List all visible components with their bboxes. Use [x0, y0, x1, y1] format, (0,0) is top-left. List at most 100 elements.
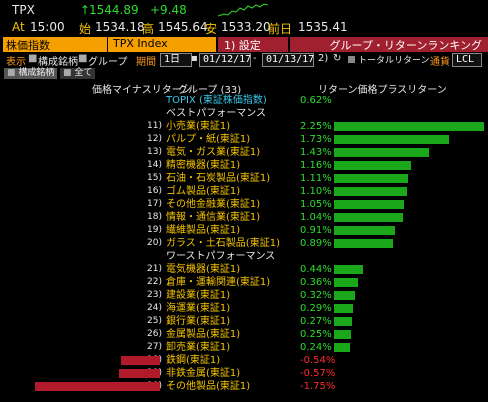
total-return-checkbox[interactable]	[348, 56, 355, 63]
date-separator: -	[253, 53, 257, 64]
positive-return-header[interactable]: リターン価格プラスリターン	[318, 85, 447, 96]
row-return-value: 1.16%	[300, 160, 332, 171]
column-header: 価格マイナスリターン グループ (33) リターン価格プラスリターン	[0, 80, 488, 96]
refresh-icon[interactable]: ↻	[333, 53, 342, 64]
table-row[interactable]: 13) 電気・ガス業(東証1) 1.43%	[0, 146, 488, 159]
table-row[interactable]: 12) パルプ・紙(東証1) 1.73%	[0, 133, 488, 146]
settings-button[interactable]: 1) 設定	[218, 37, 288, 52]
display-dropdown[interactable]: 構成銘柄	[38, 57, 78, 68]
table-row[interactable]: 18) 情報・通信業(東証1) 1.04%	[0, 211, 488, 224]
tab-label: 構成銘柄	[18, 68, 55, 78]
quote-header: TPX ↑ 1544.89 +9.48 At 15:00 始 1534.18 高…	[0, 0, 488, 36]
row-group-name: 情報・通信業(東証1)	[166, 212, 261, 223]
time-label: At	[12, 20, 25, 34]
row-rank: 11)	[147, 121, 162, 131]
row-return-value: -1.75%	[300, 381, 336, 392]
tab-all[interactable]: ■ 全て	[60, 68, 96, 79]
row-group-name: 小売業(東証1)	[166, 121, 231, 132]
row-group-name: パルプ・紙(東証1)	[166, 134, 251, 145]
prev-close-label: 前日	[268, 22, 293, 36]
security-field[interactable]: TPX Index	[108, 37, 216, 52]
row-return-value: 0.32%	[300, 290, 332, 301]
currency-select[interactable]: LCL	[452, 53, 482, 67]
period-select[interactable]: 1日	[160, 53, 192, 67]
row-group-name: その他製品(東証1)	[166, 381, 251, 392]
date-from-input[interactable]: 01/12/17	[199, 53, 251, 67]
worst-section-row: ワーストパフォーマンス	[0, 250, 488, 263]
benchmark-row[interactable]: TOPIX (東証株価指数) 0.62%	[0, 94, 488, 107]
row-return-value: 1.73%	[300, 134, 332, 145]
display-icon[interactable]: ■	[28, 53, 38, 64]
table-row[interactable]: 26) 金属製品(東証1) 0.25%	[0, 328, 488, 341]
table-row[interactable]: 15) 石油・石炭製品(東証1) 1.11%	[0, 172, 488, 185]
table-row[interactable]: 30)その他製品(東証1)-1.75%	[0, 380, 488, 393]
positive-return-bar	[334, 148, 429, 157]
row-group-name: 鉄鋼(東証1)	[166, 355, 221, 366]
table-row[interactable]: 28)鉄鋼(東証1)-0.54%	[0, 354, 488, 367]
low-label: 安	[205, 22, 218, 36]
row-return-value: -0.57%	[300, 368, 336, 379]
row-group-name: 卸売業(東証1)	[166, 342, 231, 353]
high-label: 高	[142, 22, 155, 36]
row-return-value: 1.10%	[300, 186, 332, 197]
row-return-value: 0.44%	[300, 264, 332, 275]
table-row[interactable]: 22) 倉庫・運輸関連(東証1) 0.36%	[0, 276, 488, 289]
row-group-name: 非鉄金属(東証1)	[166, 368, 241, 379]
prev-close-value: 1535.41	[298, 20, 348, 34]
table-row[interactable]: 14) 精密機器(東証1) 1.16%	[0, 159, 488, 172]
group-dropdown[interactable]: グループ	[88, 57, 128, 68]
row-return-value: 1.43%	[300, 147, 332, 158]
row-rank: 24)	[147, 303, 162, 313]
positive-return-bar	[334, 317, 352, 326]
table-row[interactable]: 21) 電気機器(東証1) 0.44%	[0, 263, 488, 276]
row-return-value: 1.05%	[300, 199, 332, 210]
positive-return-bar	[334, 304, 353, 313]
positive-return-bar	[334, 343, 350, 352]
table-row[interactable]: 29)非鉄金属(東証1)-0.57%	[0, 367, 488, 380]
screen-title: グループ・リターンランキング	[290, 37, 488, 52]
row-return-value: 0.36%	[300, 277, 332, 288]
best-section-label: ベストパフォーマンス	[166, 108, 266, 119]
group-icon[interactable]: ■	[78, 53, 88, 64]
table-row[interactable]: 24) 海運業(東証1) 0.29%	[0, 302, 488, 315]
positive-return-bar	[334, 226, 395, 235]
row-return-value: 0.89%	[300, 238, 332, 249]
title-bar: 株価指数 TPX Index 1) 設定 グループ・リターンランキング	[0, 37, 488, 52]
positive-return-bar	[334, 200, 404, 209]
last-price: 1544.89	[89, 3, 139, 17]
group-header[interactable]: グループ (33)	[178, 85, 242, 96]
best-section-row: ベストパフォーマンス	[0, 107, 488, 120]
negative-return-header[interactable]: 価格マイナスリターン	[92, 85, 192, 96]
ticker-symbol: TPX	[12, 3, 35, 17]
row-rank: 12)	[147, 134, 162, 144]
up-arrow-icon: ↑	[80, 3, 91, 17]
table-row[interactable]: 17) その他金融業(東証1) 1.05%	[0, 198, 488, 211]
table-row[interactable]: 25) 銀行業(東証1) 0.27%	[0, 315, 488, 328]
row-group-name: 繊維製品(東証1)	[166, 225, 241, 236]
row-group-name: 電気・ガス業(東証1)	[166, 147, 261, 158]
table-row[interactable]: 20) ガラス・土石製品(東証1) 0.89%	[0, 237, 488, 250]
tab-icon: ■	[63, 68, 72, 78]
row-group-name: ガラス・土石製品(東証1)	[166, 238, 280, 249]
calendar-icon[interactable]: ▪	[191, 53, 198, 64]
tab-constituents[interactable]: ■ 構成銘柄	[4, 68, 58, 79]
table-row[interactable]: 27) 卸売業(東証1) 0.24%	[0, 341, 488, 354]
row-return-value: 1.04%	[300, 212, 332, 223]
positive-return-bar	[334, 213, 403, 222]
function-name: 株価指数	[3, 37, 107, 52]
positive-return-bar	[334, 135, 449, 144]
row-group-name: 倉庫・運輸関連(東証1)	[166, 277, 271, 288]
table-row[interactable]: 23) 建設業(東証1) 0.32%	[0, 289, 488, 302]
positive-return-bar	[334, 187, 407, 196]
row-rank: 25)	[147, 316, 162, 326]
table-row[interactable]: 16) ゴム製品(東証1) 1.10%	[0, 185, 488, 198]
table-row[interactable]: 11) 小売業(東証1) 2.25%	[0, 120, 488, 133]
positive-return-bar	[334, 291, 355, 300]
date-to-input[interactable]: 01/13/17	[262, 53, 314, 67]
tab-icon: ■	[7, 68, 16, 78]
row-rank: 22)	[147, 277, 162, 287]
display-label: 表示	[6, 57, 26, 68]
benchmark-value: 0.62%	[300, 95, 332, 106]
period-label: 期間	[136, 57, 156, 68]
table-row[interactable]: 19) 繊維製品(東証1) 0.91%	[0, 224, 488, 237]
